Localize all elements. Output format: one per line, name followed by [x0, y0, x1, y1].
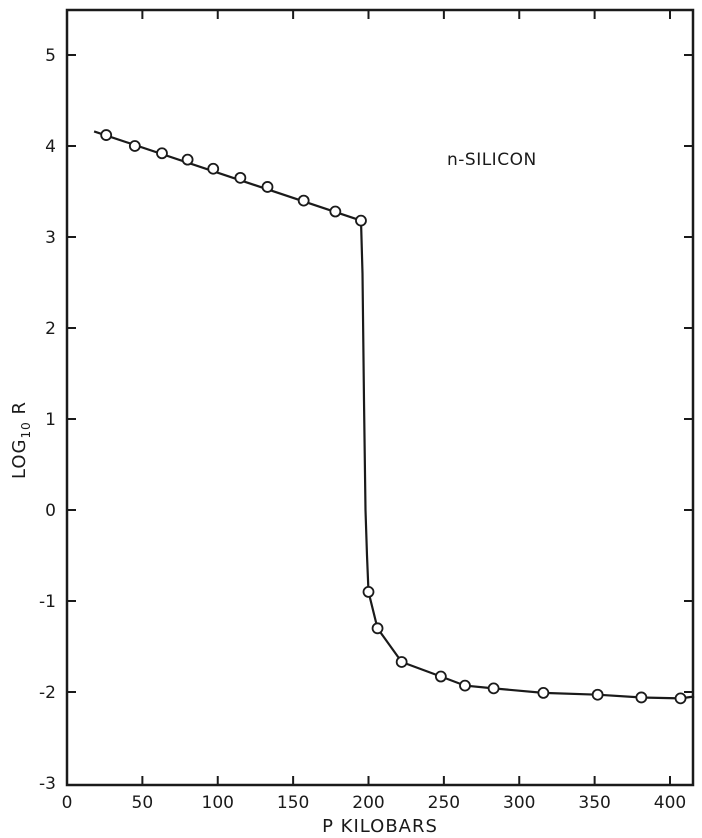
series-line — [93, 130, 695, 700]
data-point — [459, 679, 471, 692]
x-tick-label: 150 — [277, 793, 309, 813]
x-tick-label: 200 — [352, 793, 384, 813]
data-point — [591, 688, 604, 701]
y-tick-label: 3 — [45, 228, 56, 248]
axis-ticks — [66, 10, 693, 785]
y-tick-labels: 5 4 3 2 1 0 -1 -2 -3 — [39, 46, 56, 794]
data-point — [487, 682, 500, 695]
y-tick-label: 2 — [45, 319, 56, 339]
x-tick-label: 250 — [428, 793, 460, 813]
x-tick-label: 300 — [503, 793, 535, 813]
y-tick-label: 1 — [45, 410, 56, 430]
y-axis-title: LOG10 R — [9, 401, 33, 479]
data-point — [156, 147, 168, 160]
y-tick-label: 5 — [45, 46, 56, 66]
x-tick-label: 0 — [62, 793, 73, 813]
y-axis-title-sub: 10 — [19, 421, 33, 438]
y-tick-label: 4 — [45, 137, 56, 157]
data-point — [329, 205, 342, 218]
y-tick-label: -2 — [39, 683, 56, 703]
y-axis-title-main: LOG — [9, 439, 30, 480]
x-axis-title: P KILOBARS — [322, 816, 438, 837]
data-point — [297, 194, 310, 207]
data-point — [635, 691, 648, 704]
data-point — [355, 214, 367, 227]
x-tick-labels: 0 50 100 150 200 250 300 350 400 — [62, 793, 687, 813]
y-tick-label: -1 — [39, 592, 56, 612]
plot-frame — [65, 8, 695, 787]
data-point — [537, 687, 550, 699]
x-tick-label: 400 — [654, 793, 686, 813]
data-point — [234, 171, 247, 184]
data-point — [395, 656, 408, 668]
data-point — [128, 140, 141, 152]
data-point — [434, 670, 447, 683]
data-point — [100, 129, 113, 141]
data-point — [362, 586, 375, 598]
data-point — [371, 622, 384, 635]
annotation-label: n-SILICON — [447, 150, 537, 170]
y-tick-label: -3 — [39, 774, 56, 794]
data-point — [261, 181, 274, 193]
y-axis-title-tail: R — [9, 401, 30, 421]
x-tick-label: 100 — [202, 793, 234, 813]
data-point — [207, 162, 220, 175]
data-points — [100, 129, 687, 705]
x-tick-label: 350 — [578, 793, 610, 813]
data-point — [674, 692, 687, 705]
data-point — [181, 153, 194, 166]
y-tick-label: 0 — [45, 501, 56, 521]
x-tick-label: 50 — [132, 793, 154, 813]
